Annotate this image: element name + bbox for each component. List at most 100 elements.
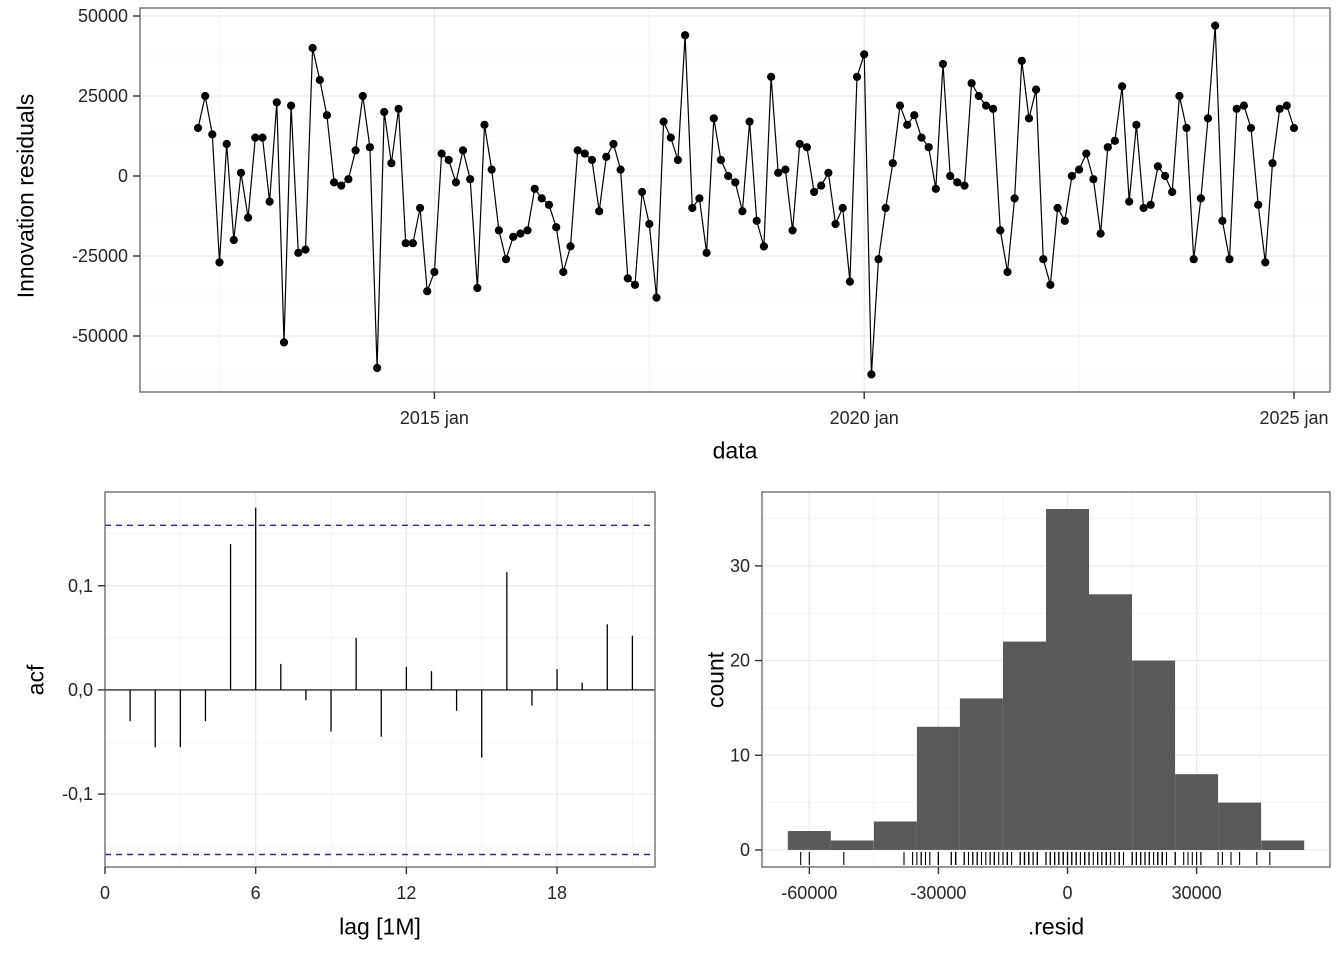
ts-point [1289,123,1299,133]
ts-point [330,178,339,187]
ts-line [197,25,1295,375]
hist-bar [959,698,1003,850]
ts-point [688,203,697,213]
ts-point [989,104,998,113]
panel-border [761,491,1331,868]
ts-point [774,168,783,177]
ts-point [1218,216,1227,225]
ts-line-path [197,25,1295,375]
hist-bar [1218,802,1262,850]
ts-point [1211,21,1220,30]
ts-point [903,120,912,129]
ts-point [1261,258,1270,267]
hist-y-axis-title: count [702,651,729,709]
hist-bar [1046,509,1089,850]
ts-point [824,168,833,177]
ts-point [1075,165,1084,174]
ts-point [1118,82,1127,91]
ts-point [473,283,482,293]
ts-point [974,91,983,101]
ts-point [308,43,317,53]
ts-point [222,139,231,149]
hist-bar [1003,641,1046,850]
ts-point [738,207,747,216]
ts-point [1282,101,1291,110]
ts-point [344,175,353,184]
ts-point [1132,120,1141,129]
ts-point [917,133,926,142]
hist-bar [830,840,874,850]
ts-point [981,101,991,110]
ts-point [616,165,625,174]
ts-point [494,226,503,235]
ts-point [416,203,425,213]
ts-point [724,171,733,181]
ts-point [444,155,453,165]
hist-bar [1132,660,1176,850]
ts-point [337,181,346,190]
ts-point [1175,91,1184,101]
ts-point [530,184,539,193]
ts-point [373,363,382,373]
ts-point [287,101,296,110]
ts-point [437,149,446,158]
ts-point [638,187,647,197]
ts-point [1168,187,1177,197]
ts-point [767,72,776,81]
ts-point [501,255,511,264]
ts-point [1024,114,1034,123]
ts-point [759,242,769,251]
y-tick-label: 30 [730,556,750,576]
ts-point [1254,200,1263,209]
hist-bar [873,821,917,850]
ts-point [1153,162,1162,171]
ts-point [1053,203,1062,213]
ts-x-axis-title: data [712,437,758,464]
y-tick-label: 0 [118,166,128,186]
ts-point [451,178,460,187]
ts-point [1060,216,1069,225]
ts-point [193,123,203,133]
ts-points [193,21,1299,379]
rug-marks [800,851,1271,865]
ts-point [845,277,855,286]
ts-point [924,143,933,152]
panel-border [104,491,656,868]
ts-point [1161,171,1170,181]
hist-bar [1089,594,1132,850]
x-tick-label: -60000 [781,883,837,903]
ts-point [208,130,217,139]
x-tick-label: 2020 jan [830,408,899,428]
ts-point [810,187,819,197]
ts-point [480,120,489,129]
ts-point [265,197,274,206]
y-tick-label: 0,0 [68,680,93,700]
ts-point [458,146,468,155]
ts-point [1103,143,1112,152]
ts-point [795,139,804,149]
ts-point [272,98,281,107]
ts-point [1082,149,1091,158]
ts-point [258,133,267,142]
ts-point [229,235,238,245]
y-tick-label: 50000 [78,6,128,26]
ts-point [430,267,439,277]
y-tick-label: 25000 [78,86,128,106]
ts-point [244,213,253,222]
ts-point [365,143,374,152]
ts-point [487,165,496,174]
ts-point [938,59,948,69]
ts-point [931,184,940,193]
ts-point [1275,104,1284,113]
ts-point [1096,229,1105,238]
ts-point [1232,104,1241,113]
ts-point [351,146,360,155]
ts-point [731,178,740,187]
ts-point [1246,123,1256,133]
x-tick-label: 2015 jan [400,408,469,428]
acf-spikes [129,507,634,758]
ts-point [1110,136,1119,145]
ts-point [315,75,324,85]
ts-point [1089,175,1098,184]
